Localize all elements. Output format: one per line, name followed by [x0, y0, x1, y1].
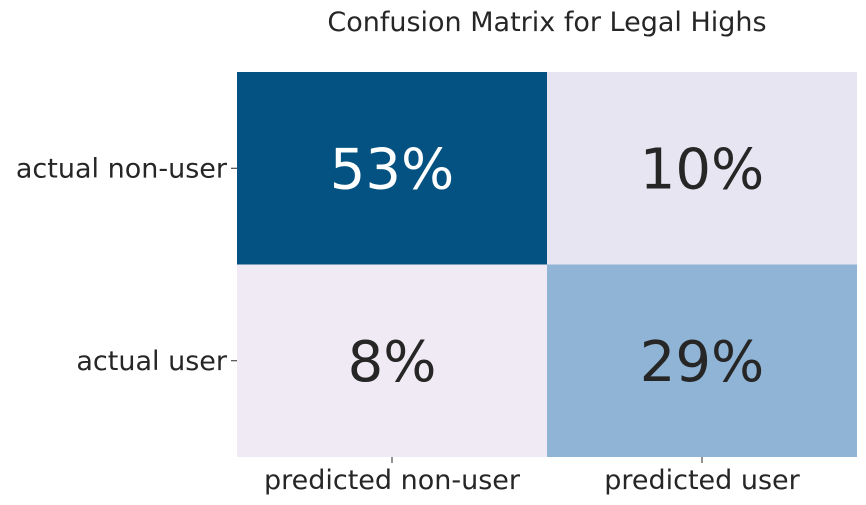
y-tick-label-0: actual non-user — [16, 153, 228, 184]
heatmap-cell-r0-c1 — [547, 72, 857, 265]
x-axis-ticks: predicted non-user predicted user — [264, 457, 801, 496]
chart-title: Confusion Matrix for Legal Highs — [327, 7, 766, 38]
y-tick-label-1: actual user — [76, 346, 228, 377]
y-axis-ticks: actual non-user actual user — [16, 153, 237, 377]
x-tick-label-0: predicted non-user — [264, 465, 521, 496]
heatmap-cell-r1-c1 — [547, 264, 857, 457]
heatmap-cells: 53% 10% 8% 29% — [237, 72, 857, 457]
heatmap-cell-r0-c0 — [237, 72, 547, 265]
heatmap-cell-label-r0-c1: 10% — [640, 137, 764, 202]
x-tick-label-1: predicted user — [604, 465, 800, 496]
heatmap-cell-r1-c0 — [237, 264, 547, 457]
heatmap-cell-label-r1-c1: 29% — [640, 330, 764, 395]
heatmap-cell-label-r1-c0: 8% — [348, 330, 437, 395]
heatmap-cell-label-r0-c0: 53% — [330, 137, 454, 202]
